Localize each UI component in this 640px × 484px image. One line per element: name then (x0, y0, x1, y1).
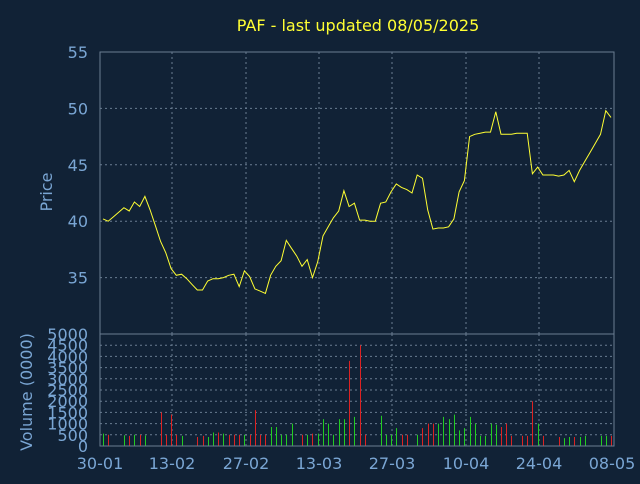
price-tick-label: 45 (68, 156, 88, 175)
price-series-line (102, 109, 612, 295)
price-tick-label: 40 (68, 212, 88, 231)
price-axis-label: Price (37, 172, 56, 211)
x-tick-label: 13-03 (296, 454, 343, 473)
x-tick-label: 10-04 (443, 454, 490, 473)
x-tick-label: 27-03 (369, 454, 416, 473)
volume-tick-label: 5000 (47, 325, 88, 344)
volume-tick-label: 3000 (47, 370, 88, 389)
volume-axis-label: Volume (0000) (17, 333, 36, 451)
volume-tick-label: 4000 (47, 347, 88, 366)
volume-tick-label: 1500 (47, 403, 88, 422)
x-tick-label: 24-04 (516, 454, 563, 473)
plot-frames (99, 51, 615, 447)
volume-tick-label: 1000 (47, 415, 88, 434)
volume-panel-frame (99, 333, 615, 447)
price-tick-label: 35 (68, 269, 88, 288)
price-panel-frame (99, 51, 615, 335)
chart-title: PAF - last updated 08/05/2025 (237, 16, 480, 35)
volume-tick-label: 0 (78, 437, 88, 456)
volume-tick-label: 2000 (47, 392, 88, 411)
price-tick-label: 55 (68, 43, 88, 62)
price-grid (100, 51, 614, 334)
volume-tick-label: 500 (57, 426, 88, 445)
x-tick-label: 13-02 (149, 454, 196, 473)
volume-tick-label: 2500 (47, 381, 88, 400)
x-tick-label: 08-05 (589, 454, 636, 473)
x-tick-label: 30-01 (77, 454, 124, 473)
axis-labels: 35 40 45 50 55 050010001500200025003000350040… (47, 43, 635, 473)
price-line-group (102, 109, 612, 295)
price-tick-label: 50 (68, 99, 88, 118)
volume-bars (103, 345, 612, 446)
volume-grid (100, 334, 614, 446)
volume-tick-label: 3500 (47, 359, 88, 378)
x-tick-label: 27-02 (223, 454, 270, 473)
volume-tick-label: 4500 (47, 336, 88, 355)
